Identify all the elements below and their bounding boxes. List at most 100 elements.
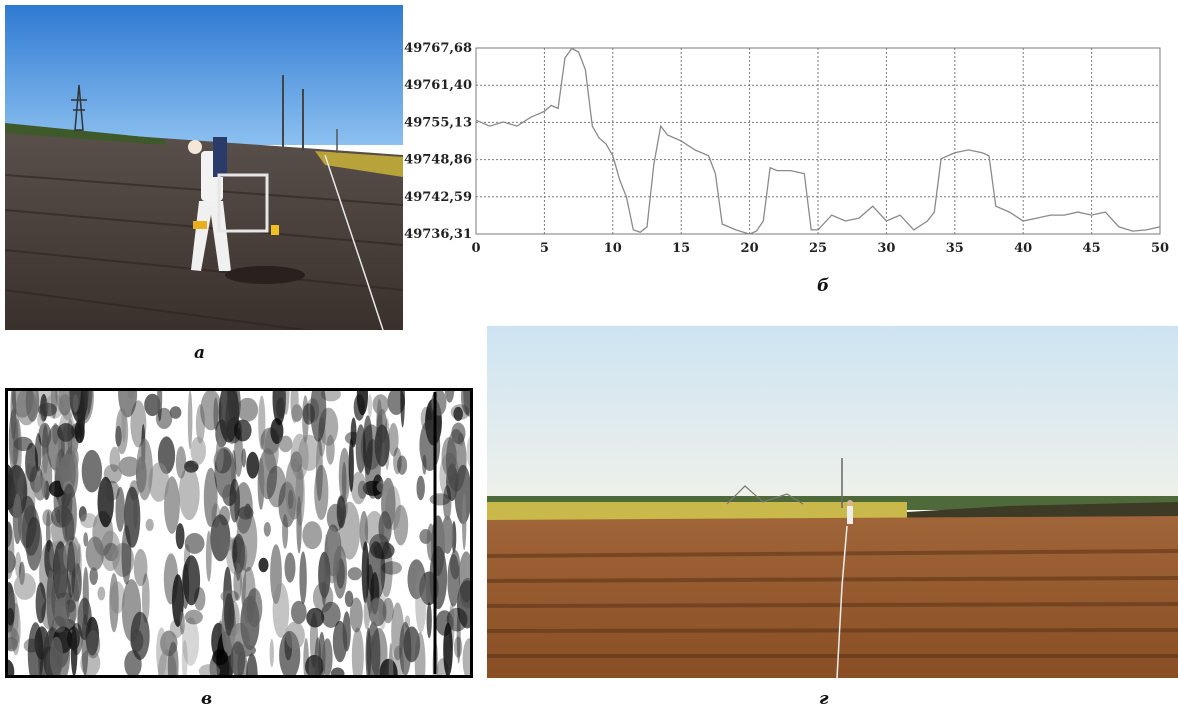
map-anomaly-blob [350,471,367,505]
map-anomaly-blob [217,534,234,552]
caption-b: б [817,276,830,296]
map-anomaly-blob [241,448,247,468]
map-anomaly-blob [362,415,373,476]
map-anomaly-blob [82,566,89,626]
map-anomaly-blob [367,394,373,418]
map-anomaly-blob [380,541,393,598]
map-anomaly-blob [78,506,87,522]
magnetic-profile-chart: 0 5 10 15 20 25 30 35 40 45 50 49736,31 49742,59 4974… [404,41,1169,256]
map-anomaly-blob [203,467,218,527]
map-anomaly-blob [462,493,467,551]
map-anomaly-blob [58,394,72,416]
map-anomaly-blob [77,543,82,584]
map-anomaly-blob [266,465,287,508]
map-anomaly-blob [69,388,81,413]
map-anomaly-blob [359,510,369,552]
map-anomaly-blob [349,597,363,633]
x-tick-label: 45 [1083,241,1101,256]
map-anomaly-blob [399,621,412,676]
map-anomaly-blob [219,505,231,526]
map-anomaly-blob [348,438,354,492]
map-anomaly-blob [387,388,406,415]
map-anomaly-blob [80,513,98,529]
series-line-0 [475,47,1161,235]
map-anomaly-blob [351,627,364,678]
map-anomaly-blob [25,388,40,422]
map-anomaly-blob [230,641,246,678]
map-anomaly-blob [81,449,103,493]
map-anomaly-blob [13,418,22,481]
map-anomaly-blob [104,480,120,501]
map-anomaly-blob [363,597,371,630]
map-anomaly-blob [212,649,229,666]
map-anomaly-blob [244,503,252,519]
caption-v: в [201,689,213,709]
map-anomaly-blob [109,581,126,614]
magnetic-map [5,388,473,678]
map-anomaly-blob [320,388,341,402]
map-anomaly-blob [63,539,78,573]
map-anomaly-blob [415,570,427,633]
map-anomaly-blob [109,446,121,473]
map-anomaly-blob [133,494,138,530]
map-anomaly-blob [381,561,403,575]
map-anomaly-blob [263,522,271,537]
caption-a: а [194,343,206,363]
map-anomaly-blob [454,636,463,658]
map-anomaly-blob [72,394,79,413]
map-anomaly-blob [344,590,354,607]
x-tick-label: 0 [471,241,480,256]
map-anomaly-blob [182,617,200,666]
map-anomaly-blob [326,434,335,465]
map-anomaly-blob [419,529,432,544]
map-anomaly-blob [13,436,33,451]
map-anomaly-blob [71,562,82,602]
map-anomaly-blob [285,621,305,650]
map-anomaly-blob [299,551,307,605]
map-anomaly-blob [66,541,76,599]
map-anomaly-blob [141,573,150,623]
photo-field-survey [5,5,403,330]
x-tick-label: 50 [1151,241,1169,256]
y-tick-label: 49755,13 [404,115,472,130]
y-tick-label: 49742,59 [404,190,472,205]
map-anomaly-blob [453,406,464,422]
map-anomaly-blob [350,417,357,448]
map-anomaly-blob [8,407,20,466]
map-anomaly-blob [133,548,148,587]
map-anomaly-blob [296,496,302,554]
map-anomaly-blob [109,573,119,633]
map-anomaly-blob [124,486,141,548]
map-anomaly-blob [25,516,43,571]
y-tick-label: 49748,86 [404,153,472,168]
map-anomaly-blob [314,465,329,520]
map-anomaly-blob [314,637,322,678]
map-anomaly-blob [374,424,390,467]
caption-g: г [819,689,829,709]
map-anomaly-blob [302,521,323,550]
y-tick-label: 49761,40 [404,78,472,93]
map-anomaly-blob [416,475,425,501]
map-anomaly-blob [190,436,206,465]
chart-tick-labels: 0 5 10 15 20 25 30 35 40 45 50 49736,31 49742,59 4974… [404,41,1169,256]
map-anomaly-blob [200,389,222,431]
map-anomaly-blob [181,640,188,678]
map-anomaly-blob [224,593,235,636]
map-anomaly-blob [121,390,127,443]
map-anomaly-blob [6,607,15,626]
map-anomaly-blob [234,419,252,442]
map-anomaly-blob [136,438,153,501]
map-anomaly-blob [368,597,387,627]
map-anomaly-blob [372,394,389,415]
map-anomaly-blob [270,544,282,604]
map-anomaly-blob [463,388,472,415]
map-anomaly-blob [35,582,46,624]
map-anomaly-blob [290,388,299,423]
map-anomaly-blob [169,406,182,419]
map-anomaly-blob [27,622,44,678]
map-anomaly-blob [218,388,240,443]
map-anomaly-blob [407,559,426,600]
map-anomaly-blob [338,447,351,503]
map-anomaly-blob [97,586,106,601]
map-anomaly-blob [198,664,221,678]
